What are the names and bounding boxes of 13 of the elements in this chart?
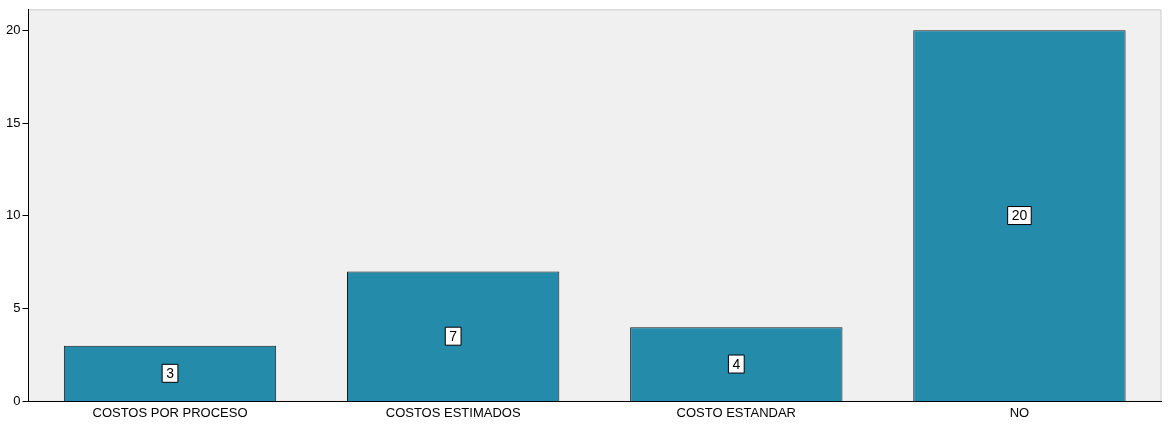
y-tick-label: 0 — [13, 392, 21, 408]
x-tick-label: COSTOS POR PROCESO — [92, 404, 248, 420]
x-tick-label: COSTOS ESTIMADOS — [385, 404, 521, 420]
data-label: 20 — [1011, 207, 1028, 224]
x-tick-label: NO — [1009, 404, 1030, 420]
y-tick-label: 20 — [5, 21, 21, 37]
y-tick-label: 15 — [5, 114, 21, 130]
x-tick-label: COSTO ESTANDAR — [676, 404, 797, 420]
y-tick-label: 5 — [13, 300, 21, 316]
y-tick-label: 10 — [5, 207, 21, 223]
data-label: 4 — [732, 355, 741, 372]
data-label: 3 — [166, 365, 175, 382]
data-label: 7 — [449, 328, 458, 345]
